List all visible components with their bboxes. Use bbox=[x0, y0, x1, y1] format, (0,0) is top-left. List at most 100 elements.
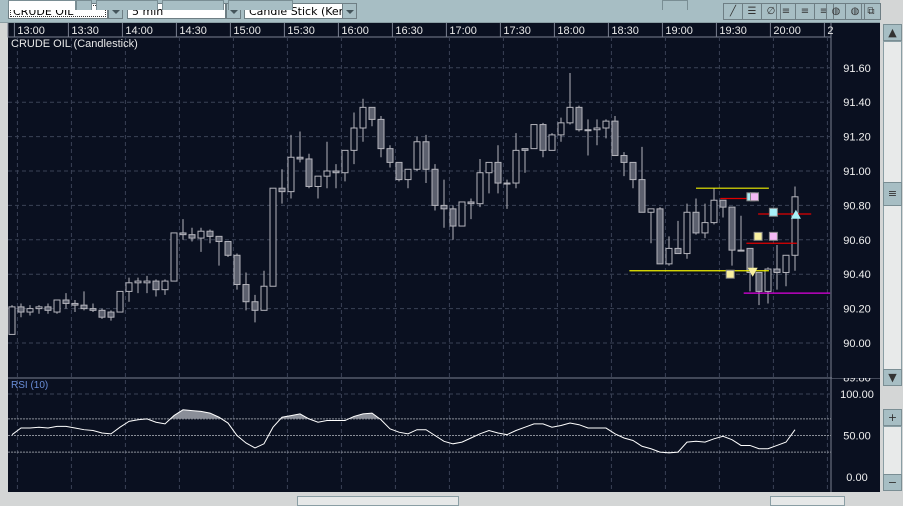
candle-up bbox=[323, 170, 331, 177]
horizontal-scrollbar[interactable] bbox=[297, 496, 459, 506]
time-label: 17:00 bbox=[449, 25, 477, 37]
draw-line-icon[interactable]: ╱ bbox=[724, 4, 743, 19]
rsi-zoom-out-button[interactable]: − bbox=[883, 474, 902, 491]
candle-up bbox=[530, 124, 538, 150]
candle-down bbox=[242, 284, 250, 303]
chart-type-select[interactable]: Candle Stick (Kerze bbox=[244, 3, 343, 19]
candle-down bbox=[296, 156, 304, 160]
candle-up bbox=[485, 161, 493, 174]
candle-down bbox=[746, 247, 754, 273]
candle-up bbox=[341, 149, 349, 174]
grid-tools: ≡ ≡ ≡ bbox=[776, 3, 834, 20]
time-label: 17:30 bbox=[503, 25, 531, 37]
tab-2[interactable] bbox=[96, 0, 158, 10]
line-tools: ╱ ☰ ∅ bbox=[723, 3, 781, 20]
delete-line-icon[interactable]: ∅ bbox=[766, 6, 776, 17]
candle-up bbox=[350, 127, 358, 151]
signal-marker-square bbox=[768, 231, 778, 241]
zoom-in-icon[interactable]: ◍ bbox=[827, 4, 846, 19]
price-tick-label: 90.60 bbox=[843, 235, 871, 247]
candle-down bbox=[611, 120, 619, 157]
candle-up bbox=[782, 254, 790, 273]
candle-down bbox=[386, 148, 394, 163]
candle-down bbox=[575, 106, 583, 131]
candle-down bbox=[278, 187, 286, 193]
candle-up bbox=[170, 232, 178, 282]
candle-down bbox=[449, 208, 457, 227]
candle-up bbox=[710, 199, 718, 224]
rsi-tick-label: 50.00 bbox=[843, 431, 871, 443]
tab-4[interactable] bbox=[228, 0, 293, 10]
candle-down bbox=[188, 234, 196, 239]
grid-solid-icon[interactable]: ≡ bbox=[819, 6, 829, 17]
candle-up bbox=[584, 129, 592, 132]
candle-up bbox=[161, 280, 169, 291]
signal-marker-square bbox=[725, 269, 735, 279]
time-label: 19:30 bbox=[719, 25, 747, 37]
candle-down bbox=[98, 309, 106, 318]
candle-up bbox=[503, 182, 511, 185]
candle-down bbox=[755, 271, 763, 292]
candle-down bbox=[368, 106, 376, 120]
time-label: 18:00 bbox=[557, 25, 585, 37]
scroll-thumb-grip-icon[interactable]: ≡ bbox=[883, 182, 902, 206]
window-tools: ⧉ bbox=[861, 3, 881, 20]
scroll-up-button[interactable]: ▲ bbox=[883, 24, 902, 41]
chart-background bbox=[8, 22, 880, 492]
candle-up bbox=[458, 201, 466, 227]
candle-up bbox=[791, 196, 799, 256]
time-zoom-slider[interactable] bbox=[770, 496, 845, 506]
candle-up bbox=[557, 122, 565, 136]
candle-up bbox=[197, 230, 205, 239]
candle-down bbox=[773, 268, 781, 273]
candle-down bbox=[728, 206, 736, 251]
tab-3[interactable] bbox=[162, 0, 224, 10]
candle-down bbox=[494, 161, 502, 184]
candle-down bbox=[620, 155, 628, 163]
candle-down bbox=[215, 235, 223, 243]
time-label: 16:00 bbox=[341, 25, 369, 37]
candle-down bbox=[521, 148, 529, 151]
candle-up bbox=[287, 156, 295, 193]
time-label: 13:00 bbox=[17, 25, 45, 37]
candle-down bbox=[638, 179, 646, 213]
signal-marker-square bbox=[753, 231, 763, 241]
price-tick-label: 90.40 bbox=[843, 269, 871, 281]
candle-up bbox=[512, 149, 520, 184]
grid-dashed-icon[interactable]: ≡ bbox=[796, 4, 815, 19]
signal-marker-square bbox=[768, 207, 778, 217]
candle-up bbox=[143, 280, 151, 284]
candle-down bbox=[224, 241, 232, 256]
time-label: 15:30 bbox=[287, 25, 315, 37]
price-tick-label: 91.00 bbox=[843, 166, 871, 178]
candle-up bbox=[683, 211, 691, 255]
time-label: 20:00 bbox=[773, 25, 801, 37]
grid-dotted-icon[interactable]: ≡ bbox=[777, 4, 796, 19]
candle-up bbox=[26, 308, 34, 313]
horizontal-line-icon[interactable]: ☰ bbox=[743, 4, 762, 19]
candle-down bbox=[467, 201, 475, 205]
time-label: 15:00 bbox=[233, 25, 261, 37]
rsi-zoom-in-button[interactable]: + bbox=[883, 409, 902, 426]
tab-1[interactable] bbox=[8, 0, 76, 10]
horizontal-scroll-thumb[interactable] bbox=[662, 0, 688, 10]
candle-up bbox=[701, 222, 709, 234]
chart-type-dropdown-icon[interactable] bbox=[342, 3, 357, 19]
candle-up bbox=[260, 285, 268, 311]
candle-up bbox=[764, 268, 772, 292]
time-label: 14:00 bbox=[125, 25, 153, 37]
zoom-out-icon[interactable]: ◍ bbox=[850, 6, 860, 17]
price-scrollbar[interactable] bbox=[883, 41, 902, 371]
candle-up bbox=[404, 168, 412, 181]
rsi-scrollbar[interactable] bbox=[883, 426, 902, 476]
time-label: 19:00 bbox=[665, 25, 693, 37]
candle-down bbox=[17, 306, 25, 313]
tab-1-menu[interactable] bbox=[76, 0, 92, 10]
price-tick-label: 90.00 bbox=[843, 338, 871, 350]
scroll-down-button[interactable]: ▼ bbox=[883, 369, 902, 386]
detach-window-icon[interactable]: ⧉ bbox=[867, 6, 875, 17]
candle-up bbox=[134, 280, 142, 284]
rsi-overbought-area bbox=[12, 409, 795, 419]
candle-down bbox=[440, 204, 448, 210]
